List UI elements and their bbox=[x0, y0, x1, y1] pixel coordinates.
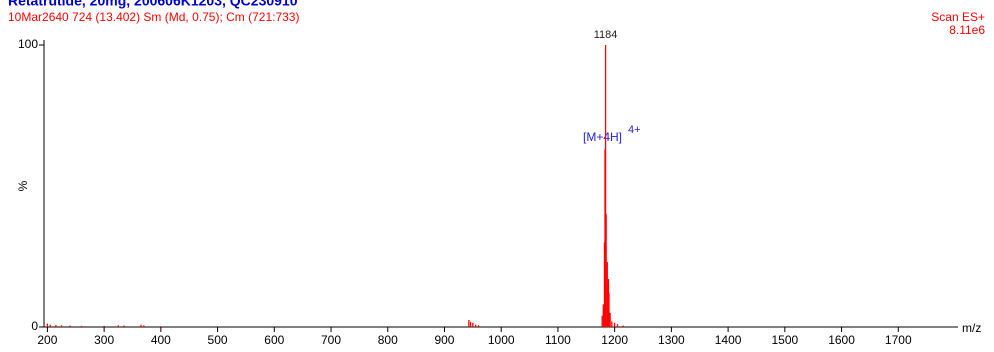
x-tick-label: 800 bbox=[378, 333, 398, 347]
y-axis-label: % bbox=[16, 180, 30, 191]
x-tick-label: 1700 bbox=[885, 333, 912, 347]
scan-mode: Scan ES+ bbox=[931, 10, 985, 24]
x-tick-label: 300 bbox=[94, 333, 114, 347]
x-axis-label: m/z bbox=[962, 321, 981, 335]
x-tick-label: 1400 bbox=[715, 333, 742, 347]
intensity: 8.11e6 bbox=[949, 23, 985, 37]
x-tick-label: 500 bbox=[208, 333, 228, 347]
x-tick-label: 1300 bbox=[658, 333, 685, 347]
x-tick-label: 600 bbox=[264, 333, 284, 347]
annotation-superscript: 4+ bbox=[628, 124, 641, 136]
peak-label: 1184 bbox=[594, 29, 618, 41]
x-tick-label: 400 bbox=[151, 333, 171, 347]
y-tick-label: 100 bbox=[18, 37, 38, 51]
annotation: [M+4H] bbox=[583, 130, 622, 144]
chart-title: Retatrutide, 20mg, 200606K1203, QC230910 bbox=[8, 0, 298, 9]
x-tick-label: 1200 bbox=[601, 333, 628, 347]
x-tick-label: 1600 bbox=[828, 333, 855, 347]
x-tick-label: 700 bbox=[321, 333, 341, 347]
x-tick-label: 900 bbox=[434, 333, 454, 347]
y-tick-label: 0 bbox=[31, 319, 38, 333]
x-tick-label: 1000 bbox=[488, 333, 515, 347]
x-tick-label: 200 bbox=[37, 333, 57, 347]
x-tick-label: 1100 bbox=[545, 333, 571, 347]
x-tick-label: 1500 bbox=[771, 333, 798, 347]
chart-subtitle: 10Mar2640 724 (13.402) Sm (Md, 0.75); Cm… bbox=[8, 10, 299, 24]
